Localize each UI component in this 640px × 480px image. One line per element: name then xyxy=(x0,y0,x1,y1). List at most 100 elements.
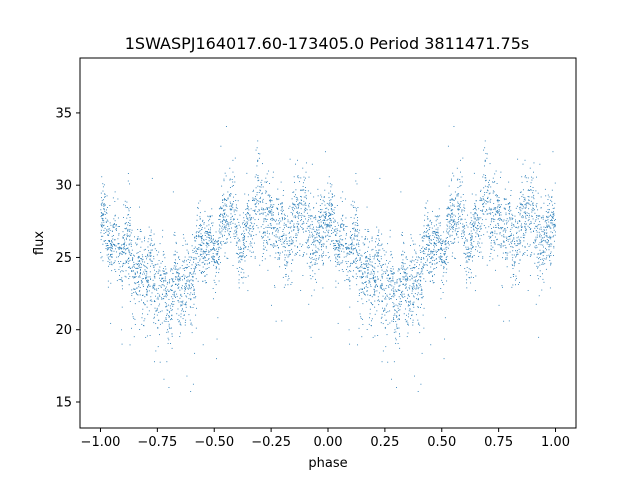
data-point xyxy=(443,284,445,286)
data-point xyxy=(370,284,372,286)
data-point xyxy=(303,254,304,256)
data-point xyxy=(433,244,435,246)
data-point xyxy=(445,263,446,265)
data-point xyxy=(127,214,129,216)
data-point xyxy=(431,227,433,229)
data-point xyxy=(312,253,314,255)
data-point xyxy=(350,243,352,245)
data-point xyxy=(331,240,333,242)
data-point xyxy=(456,167,458,169)
data-point xyxy=(261,212,263,214)
data-point xyxy=(106,229,108,231)
data-point xyxy=(264,181,266,183)
data-point xyxy=(281,235,283,237)
data-point xyxy=(144,236,146,238)
data-point xyxy=(202,271,204,272)
data-point xyxy=(514,262,516,264)
data-point xyxy=(366,255,368,257)
data-point xyxy=(381,361,383,363)
data-point xyxy=(285,274,287,276)
data-point xyxy=(466,287,468,289)
data-point xyxy=(336,240,338,241)
data-point xyxy=(157,263,159,265)
data-point xyxy=(552,216,554,218)
data-point xyxy=(416,287,418,289)
data-point xyxy=(362,318,363,320)
data-point xyxy=(222,215,224,217)
data-point xyxy=(172,280,174,282)
data-point xyxy=(271,213,273,215)
data-point xyxy=(208,243,210,245)
data-point xyxy=(365,286,367,288)
data-point xyxy=(267,208,268,209)
data-point xyxy=(320,241,322,243)
data-point xyxy=(394,313,396,315)
data-point xyxy=(194,273,196,275)
data-point xyxy=(128,243,130,245)
data-point xyxy=(173,291,175,293)
data-point xyxy=(377,244,379,246)
data-point xyxy=(328,224,330,226)
data-point xyxy=(137,252,139,253)
data-point xyxy=(513,234,514,236)
data-point xyxy=(422,240,424,242)
data-point xyxy=(107,220,109,222)
data-point xyxy=(329,202,331,204)
data-point xyxy=(484,185,486,187)
data-point xyxy=(297,213,299,215)
data-point xyxy=(125,228,127,230)
data-point xyxy=(226,220,227,222)
data-point xyxy=(199,216,201,218)
data-point xyxy=(180,305,182,307)
data-point xyxy=(468,258,469,260)
data-point xyxy=(305,196,307,198)
data-point xyxy=(529,255,531,257)
data-point xyxy=(220,213,222,215)
data-point xyxy=(190,272,192,274)
data-point xyxy=(370,286,372,287)
data-point xyxy=(467,255,469,257)
data-point xyxy=(529,189,530,191)
data-point xyxy=(387,274,389,276)
data-point xyxy=(421,270,423,272)
data-point xyxy=(419,332,421,334)
data-point xyxy=(450,205,452,207)
data-point xyxy=(269,196,270,198)
data-point xyxy=(550,222,552,223)
data-point xyxy=(146,300,148,302)
data-point xyxy=(372,277,374,279)
data-point xyxy=(171,318,172,319)
data-point xyxy=(153,255,155,257)
data-point xyxy=(510,234,512,236)
data-point xyxy=(449,230,450,232)
data-point xyxy=(243,236,245,238)
data-point xyxy=(245,241,247,242)
data-point xyxy=(120,253,122,255)
data-point xyxy=(109,222,111,224)
data-point xyxy=(507,220,509,222)
data-point xyxy=(230,195,231,197)
data-point xyxy=(367,250,368,252)
data-point xyxy=(146,290,148,292)
data-point xyxy=(102,243,104,245)
data-point xyxy=(527,289,529,291)
data-point xyxy=(553,207,555,209)
data-point xyxy=(110,254,112,255)
data-point xyxy=(437,216,439,218)
data-point xyxy=(339,241,341,243)
data-point xyxy=(222,228,224,230)
data-point xyxy=(463,252,465,254)
data-point xyxy=(524,229,526,231)
data-point xyxy=(535,206,537,208)
data-point xyxy=(220,242,222,244)
data-point xyxy=(168,310,170,312)
data-point xyxy=(184,256,186,258)
data-point xyxy=(459,207,461,209)
data-point xyxy=(147,279,149,281)
data-point xyxy=(129,207,131,208)
data-point xyxy=(254,219,256,221)
data-point xyxy=(440,255,442,257)
data-point xyxy=(184,287,186,289)
data-point xyxy=(340,197,342,199)
data-point xyxy=(486,157,488,159)
